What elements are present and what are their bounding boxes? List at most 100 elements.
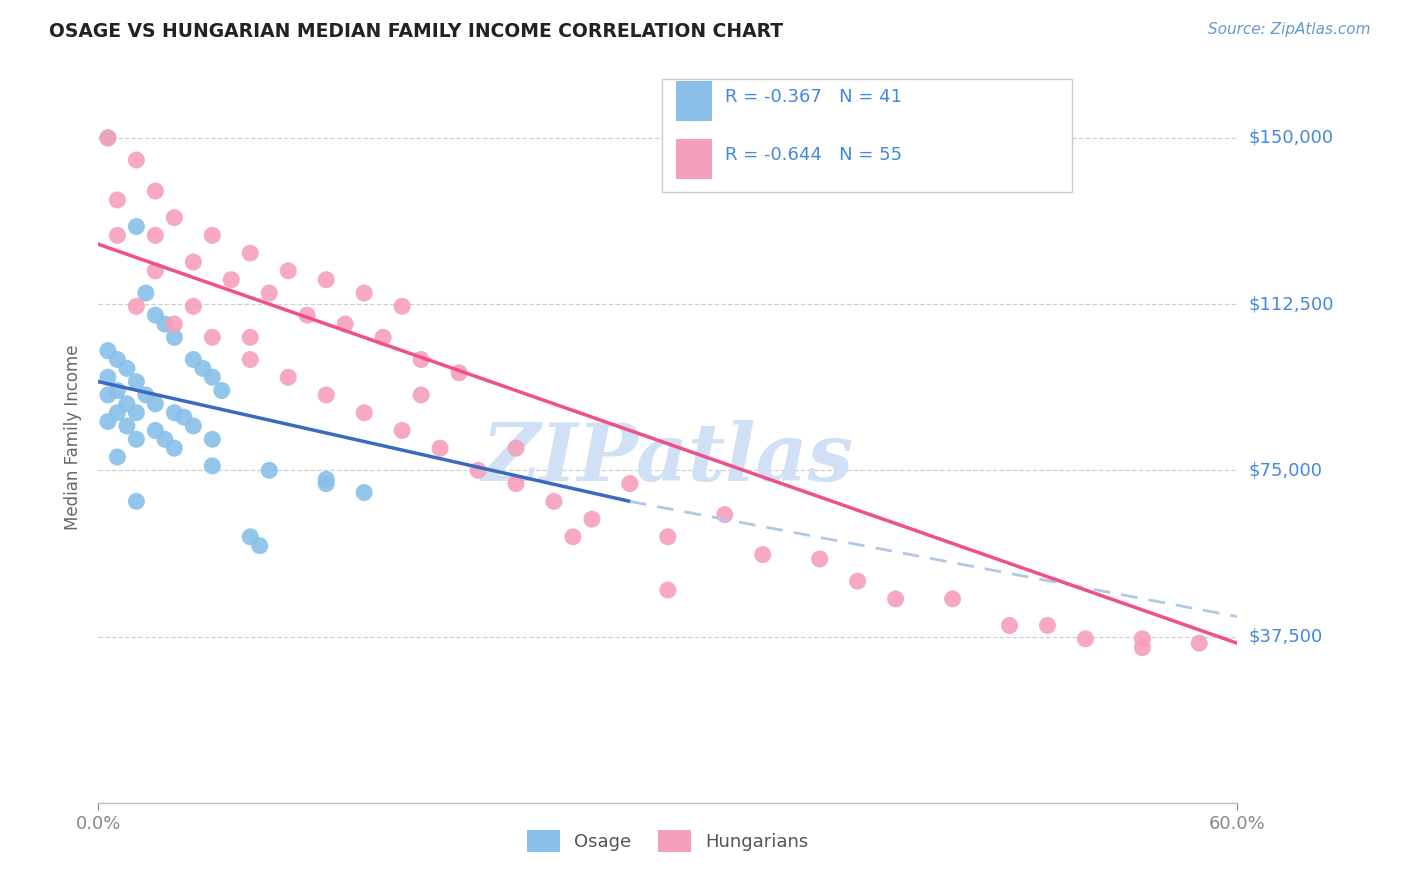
Point bbox=[183, 419, 205, 434]
Point bbox=[391, 299, 413, 313]
Point bbox=[163, 211, 186, 225]
Point bbox=[135, 388, 157, 402]
FancyBboxPatch shape bbox=[662, 78, 1073, 192]
Point bbox=[97, 370, 120, 384]
Point bbox=[125, 432, 148, 446]
Text: $75,000: $75,000 bbox=[1249, 461, 1323, 479]
Point bbox=[449, 366, 471, 380]
Text: $112,500: $112,500 bbox=[1249, 295, 1334, 313]
Point bbox=[1132, 640, 1154, 655]
Point bbox=[153, 432, 176, 446]
Y-axis label: Median Family Income: Median Family Income bbox=[65, 344, 83, 530]
Point bbox=[277, 264, 299, 278]
Point bbox=[259, 285, 281, 300]
Point bbox=[97, 343, 120, 358]
Point bbox=[942, 591, 965, 606]
Point bbox=[163, 406, 186, 420]
Point bbox=[125, 153, 148, 167]
Point bbox=[125, 406, 148, 420]
Point bbox=[201, 432, 224, 446]
Point bbox=[1074, 632, 1097, 646]
Point bbox=[315, 476, 337, 491]
Text: R = -0.367   N = 41: R = -0.367 N = 41 bbox=[725, 88, 901, 106]
Point bbox=[239, 530, 262, 544]
Point bbox=[125, 375, 148, 389]
Point bbox=[201, 330, 224, 344]
Point bbox=[163, 317, 186, 331]
Text: Source: ZipAtlas.com: Source: ZipAtlas.com bbox=[1208, 22, 1371, 37]
Point bbox=[107, 228, 129, 243]
Point bbox=[125, 299, 148, 313]
Point bbox=[505, 476, 527, 491]
Point bbox=[183, 352, 205, 367]
Point bbox=[353, 485, 375, 500]
Point bbox=[173, 410, 195, 425]
Text: ZIPatlas: ZIPatlas bbox=[482, 420, 853, 498]
FancyBboxPatch shape bbox=[676, 80, 713, 120]
Point bbox=[135, 285, 157, 300]
Point bbox=[846, 574, 869, 589]
Point bbox=[201, 458, 224, 473]
Point bbox=[315, 273, 337, 287]
Point bbox=[371, 330, 394, 344]
Point bbox=[657, 530, 679, 544]
Point bbox=[562, 530, 585, 544]
Point bbox=[107, 384, 129, 398]
Point bbox=[97, 388, 120, 402]
Point bbox=[297, 308, 319, 322]
Point bbox=[1188, 636, 1211, 650]
Point bbox=[411, 388, 433, 402]
Point bbox=[315, 388, 337, 402]
Text: R = -0.644   N = 55: R = -0.644 N = 55 bbox=[725, 146, 901, 164]
Text: OSAGE VS HUNGARIAN MEDIAN FAMILY INCOME CORRELATION CHART: OSAGE VS HUNGARIAN MEDIAN FAMILY INCOME … bbox=[49, 22, 783, 41]
Point bbox=[115, 397, 138, 411]
Point bbox=[211, 384, 233, 398]
Point bbox=[153, 317, 176, 331]
Point bbox=[145, 264, 167, 278]
FancyBboxPatch shape bbox=[676, 139, 713, 179]
Point bbox=[145, 397, 167, 411]
Point bbox=[543, 494, 565, 508]
Point bbox=[505, 441, 527, 455]
Point bbox=[714, 508, 737, 522]
Point bbox=[145, 424, 167, 438]
Point bbox=[107, 406, 129, 420]
Point bbox=[191, 361, 214, 376]
Point bbox=[411, 352, 433, 367]
Point bbox=[97, 131, 120, 145]
Point bbox=[163, 441, 186, 455]
Point bbox=[429, 441, 451, 455]
Point bbox=[221, 273, 243, 287]
Point bbox=[125, 494, 148, 508]
Point bbox=[1132, 632, 1154, 646]
Text: $150,000: $150,000 bbox=[1249, 128, 1334, 147]
Point bbox=[183, 255, 205, 269]
Point bbox=[107, 450, 129, 464]
Text: $37,500: $37,500 bbox=[1249, 628, 1323, 646]
Point bbox=[277, 370, 299, 384]
Point bbox=[145, 308, 167, 322]
Point bbox=[201, 228, 224, 243]
Point bbox=[145, 184, 167, 198]
Point bbox=[391, 424, 413, 438]
Point bbox=[201, 370, 224, 384]
Point bbox=[97, 131, 120, 145]
Point bbox=[183, 299, 205, 313]
Point bbox=[115, 419, 138, 434]
Point bbox=[884, 591, 907, 606]
Point bbox=[239, 352, 262, 367]
Point bbox=[657, 582, 679, 597]
Point bbox=[163, 330, 186, 344]
Point bbox=[1036, 618, 1059, 632]
Point bbox=[259, 463, 281, 477]
Point bbox=[239, 246, 262, 260]
Point bbox=[998, 618, 1021, 632]
Point bbox=[107, 352, 129, 367]
Point bbox=[353, 285, 375, 300]
Point bbox=[115, 361, 138, 376]
Point bbox=[315, 472, 337, 486]
Point bbox=[97, 415, 120, 429]
Point bbox=[581, 512, 603, 526]
Point bbox=[145, 228, 167, 243]
Legend: Osage, Hungarians: Osage, Hungarians bbox=[520, 823, 815, 860]
